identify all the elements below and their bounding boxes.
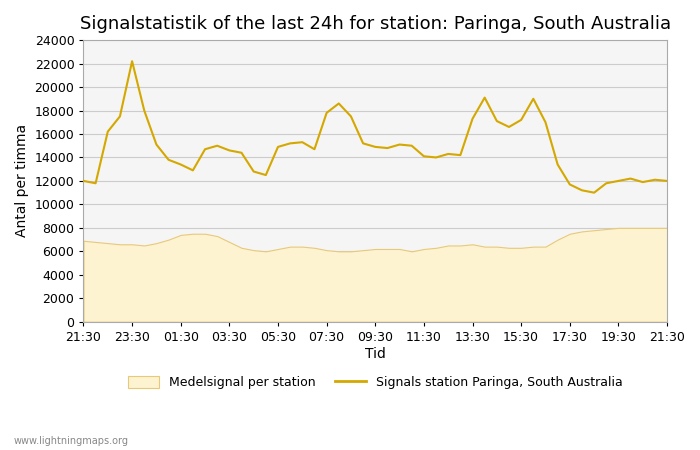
Text: www.lightningmaps.org: www.lightningmaps.org bbox=[14, 436, 129, 446]
Y-axis label: Antal per timma: Antal per timma bbox=[15, 124, 29, 238]
X-axis label: Tid: Tid bbox=[365, 346, 386, 360]
Title: Signalstatistik of the last 24h for station: Paringa, South Australia: Signalstatistik of the last 24h for stat… bbox=[80, 15, 671, 33]
Legend: Medelsignal per station, Signals station Paringa, South Australia: Medelsignal per station, Signals station… bbox=[123, 371, 628, 394]
